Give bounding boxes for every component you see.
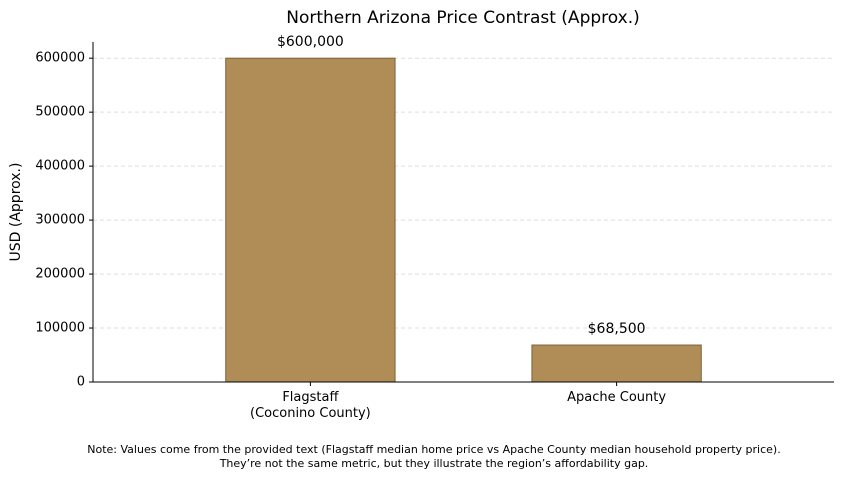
y-tick-label: 600000: [35, 51, 85, 66]
y-tick-label: 0: [77, 375, 85, 390]
value-label: $68,500: [588, 321, 646, 337]
y-tick-label: 100000: [35, 321, 85, 336]
x-tick-label: Apache County: [567, 390, 667, 405]
y-tick-label: 300000: [35, 213, 85, 228]
note: Note: Values come from the provided text…: [87, 443, 781, 470]
y-tick-label: 500000: [35, 105, 85, 120]
bar: [225, 57, 396, 383]
bar: [531, 344, 702, 383]
y-tick-label: 200000: [35, 267, 85, 282]
value-label: $600,000: [277, 34, 344, 50]
y-axis-label: USD (Approx.): [8, 163, 24, 262]
x-tick-label: Flagstaff (Coconino County): [250, 390, 371, 421]
y-tick-label: 400000: [35, 159, 85, 174]
chart-title: Northern Arizona Price Contrast (Approx.…: [286, 8, 640, 28]
